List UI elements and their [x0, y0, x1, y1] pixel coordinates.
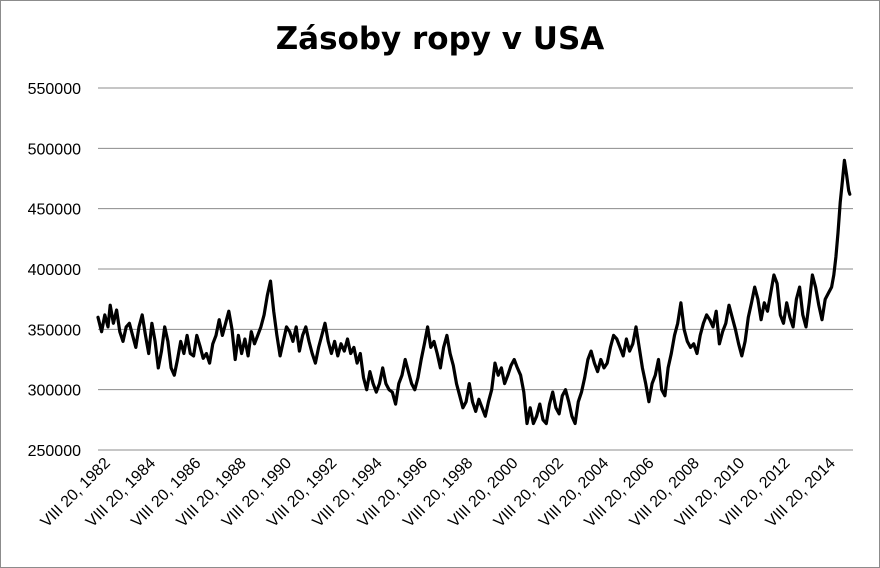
y-tick-label: 400000 — [28, 262, 81, 279]
chart-title: Zásoby ropy v USA — [275, 21, 605, 57]
y-tick-label: 450000 — [28, 202, 81, 219]
y-tick-label: 250000 — [28, 443, 81, 460]
y-tick-label: 300000 — [28, 383, 81, 400]
series-line — [96, 158, 852, 426]
y-tick-label: 350000 — [28, 322, 81, 339]
y-tick-label: 500000 — [28, 141, 81, 158]
y-tick-label: 550000 — [28, 81, 81, 98]
